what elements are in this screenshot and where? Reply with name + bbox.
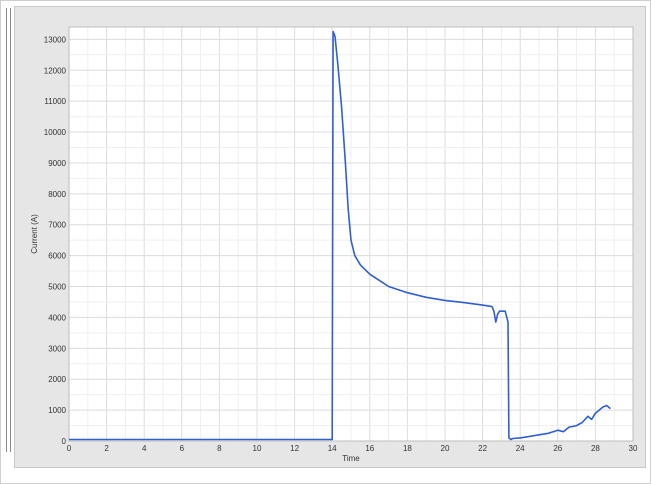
y-tick-label: 7000 [48, 221, 66, 230]
y-tick-label: 8000 [48, 190, 66, 199]
grid-lines [68, 26, 634, 442]
y-tick-label: 2000 [48, 375, 66, 384]
axes-border [68, 26, 634, 442]
y-tick-label: 4000 [48, 313, 66, 322]
left-splitter-line-inner [10, 8, 11, 452]
x-tick-label: 30 [629, 444, 638, 453]
x-tick-label: 22 [478, 444, 487, 453]
x-tick-label: 20 [441, 444, 450, 453]
y-tick-label: 13000 [44, 35, 67, 44]
chart-panel: 0 2 4 6 8 10 12 14 16 18 20 22 24 26 28 30 0 1000 2000 300… [14, 6, 646, 468]
y-axis-label: Current (A) [30, 214, 39, 254]
y-tick-label: 12000 [44, 66, 67, 75]
x-axis-ticks: 0 2 4 6 8 10 12 14 16 18 20 22 24 26 28 30 [67, 444, 638, 453]
y-tick-label: 0 [62, 437, 67, 446]
y-tick-label: 11000 [44, 97, 66, 106]
x-axis-label: Time [342, 454, 360, 463]
x-tick-label: 16 [365, 444, 374, 453]
y-tick-label: 6000 [48, 252, 66, 261]
x-tick-label: 26 [553, 444, 562, 453]
x-tick-label: 28 [591, 444, 600, 453]
x-tick-label: 18 [403, 444, 412, 453]
current-time-chart: 0 2 4 6 8 10 12 14 16 18 20 22 24 26 28 30 010002000300… [30, 26, 638, 463]
x-tick-label: 6 [180, 444, 185, 453]
x-tick-label: 12 [290, 444, 299, 453]
y-tick-label: 10000 [44, 128, 67, 137]
x-tick-label: 0 [67, 444, 72, 453]
x-tick-label: 8 [217, 444, 222, 453]
x-tick-label: 4 [142, 444, 147, 453]
left-splitter-line [6, 8, 7, 452]
x-tick-label: 14 [328, 444, 337, 453]
y-tick-label: 1000 [48, 406, 66, 415]
x-tick-label: 2 [104, 444, 109, 453]
y-tick-label: 5000 [48, 283, 66, 292]
y-tick-label: 9000 [48, 159, 66, 168]
y-tick-label: 3000 [48, 344, 66, 353]
y-axis-ticks: 0 1000 2000 3000 4000 5000 6000 7000 8000 9000 100… [44, 35, 67, 446]
x-tick-label: 10 [253, 444, 262, 453]
x-tick-label: 24 [516, 444, 525, 453]
current-series-line [69, 30, 611, 441]
